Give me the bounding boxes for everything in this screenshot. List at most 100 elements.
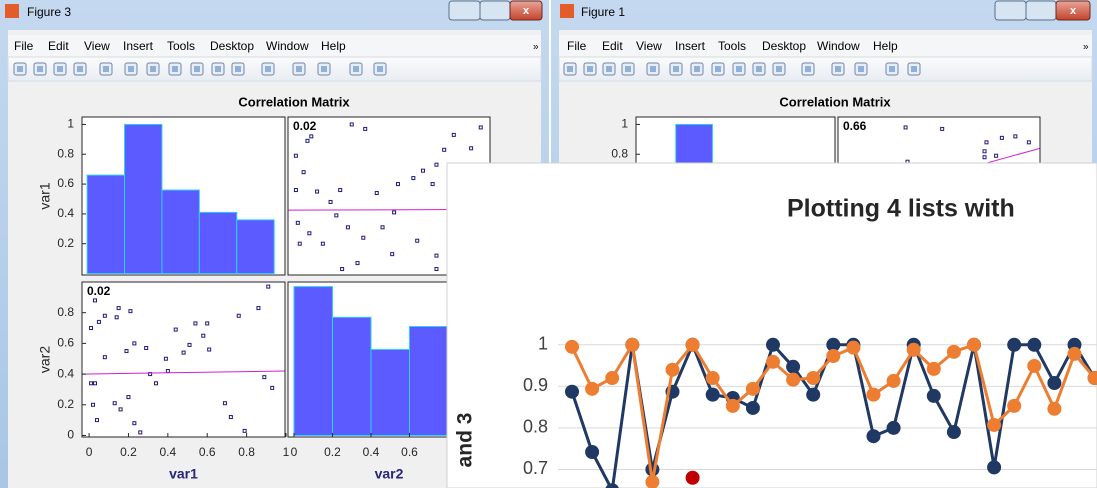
scatter-point [374,191,379,196]
menu-item[interactable]: Insert [123,39,154,53]
series-marker [1007,398,1022,413]
scatter-point [132,421,137,426]
scatter-point [361,235,366,240]
series-marker [585,381,600,396]
menu-item[interactable]: Help [321,39,346,53]
series-marker [1067,346,1082,361]
series-marker [1047,401,1062,416]
maximize-button[interactable] [1025,0,1057,21]
scatter-point [112,401,117,406]
tool-save[interactable] [602,62,616,76]
series-marker [866,429,881,444]
tool-brush[interactable] [231,62,245,76]
scatter-point [126,395,131,400]
hist-bar [124,123,163,275]
tool-rotate[interactable] [732,62,746,76]
scatter-point [173,327,178,332]
menu-item[interactable]: Tools [167,39,195,53]
tool-hide[interactable] [885,62,899,76]
y-axis-label: var2 [37,346,53,373]
menu-item[interactable]: Tools [718,39,746,53]
close-button[interactable] [1055,0,1091,21]
scatter-point [478,125,483,130]
figure-title: Correlation Matrix [779,94,891,109]
series-marker [685,337,700,352]
close-button[interactable] [509,0,543,21]
tool-show[interactable] [907,62,921,76]
tool-show[interactable] [373,62,387,76]
tool-hide[interactable] [349,62,363,76]
menu-item[interactable]: Window [817,39,860,53]
tool-zoom-in[interactable] [124,62,138,76]
tool-rotate[interactable] [190,62,204,76]
tool-pan[interactable] [711,62,725,76]
menu-item[interactable]: Help [873,39,898,53]
tool-open[interactable] [583,62,597,76]
menu-item[interactable]: Edit [48,39,69,53]
scatter-point [315,189,320,194]
tool-new[interactable] [563,62,577,76]
menu-item[interactable]: File [567,39,587,53]
menu-item[interactable]: Insert [675,39,706,53]
correlation-label: 0.02 [87,284,111,298]
scatter-point [102,313,107,318]
scatter-point [124,349,129,354]
series-marker [946,425,961,440]
tool-link[interactable] [801,62,815,76]
series-marker [967,337,981,352]
series-marker [1027,358,1042,373]
scatter-point [89,326,94,331]
minimize-button[interactable] [448,0,481,21]
tool-colorbar[interactable] [831,62,845,76]
series-marker [766,354,780,369]
hist-bar [198,211,238,275]
tool-datatip[interactable] [211,62,225,76]
tool-legend[interactable] [317,62,331,76]
tool-save[interactable] [53,62,67,76]
menu-item[interactable]: Desktop [210,39,254,53]
x-tick-label: 0.2 [324,445,341,459]
scatter-point [434,162,439,167]
tool-edit[interactable] [99,62,113,76]
menu-item[interactable]: Edit [602,39,623,53]
menu-item[interactable]: View [636,39,662,53]
menu-item[interactable]: Window [266,39,309,53]
tool-zoom-out[interactable] [690,62,704,76]
tool-legend[interactable] [854,62,868,76]
y-tick-label: 0.8 [611,146,628,160]
menu-item[interactable]: View [84,39,110,53]
scatter-point [940,126,945,131]
y-tick-label: 0 [67,428,74,442]
tool-new[interactable] [13,62,27,76]
series-marker [565,384,579,399]
series-marker [1047,376,1062,391]
scatter-point [349,122,354,127]
series-marker [565,339,579,354]
minimize-button[interactable] [994,0,1027,21]
tool-open[interactable] [33,62,47,76]
menu-item[interactable]: Desktop [762,39,806,53]
tool-edit[interactable] [646,62,660,76]
scatter-point [102,355,107,360]
maximize-button[interactable] [479,0,511,21]
tool-brush[interactable] [772,62,786,76]
tool-zoom-out[interactable] [146,62,160,76]
tool-link[interactable] [261,62,275,76]
scatter-point [116,306,121,311]
series-marker [766,337,780,352]
hist-bar [161,189,200,275]
menu-item[interactable]: File [14,39,34,53]
hist-bar [293,286,333,436]
scatter-point [309,134,314,139]
x-tick-label: 0.4 [363,445,380,459]
tool-colorbar[interactable] [292,62,306,76]
tool-print[interactable] [73,62,87,76]
tool-print[interactable] [621,62,635,76]
tool-pan[interactable] [168,62,182,76]
series-marker [866,387,881,402]
tool-zoom-in[interactable] [669,62,683,76]
axes: 0.2 0.4 0.6 0.8 1 var1 [37,116,286,276]
tool-datatip[interactable] [752,62,766,76]
hist-bar [236,219,275,275]
scatter-point [984,140,989,145]
